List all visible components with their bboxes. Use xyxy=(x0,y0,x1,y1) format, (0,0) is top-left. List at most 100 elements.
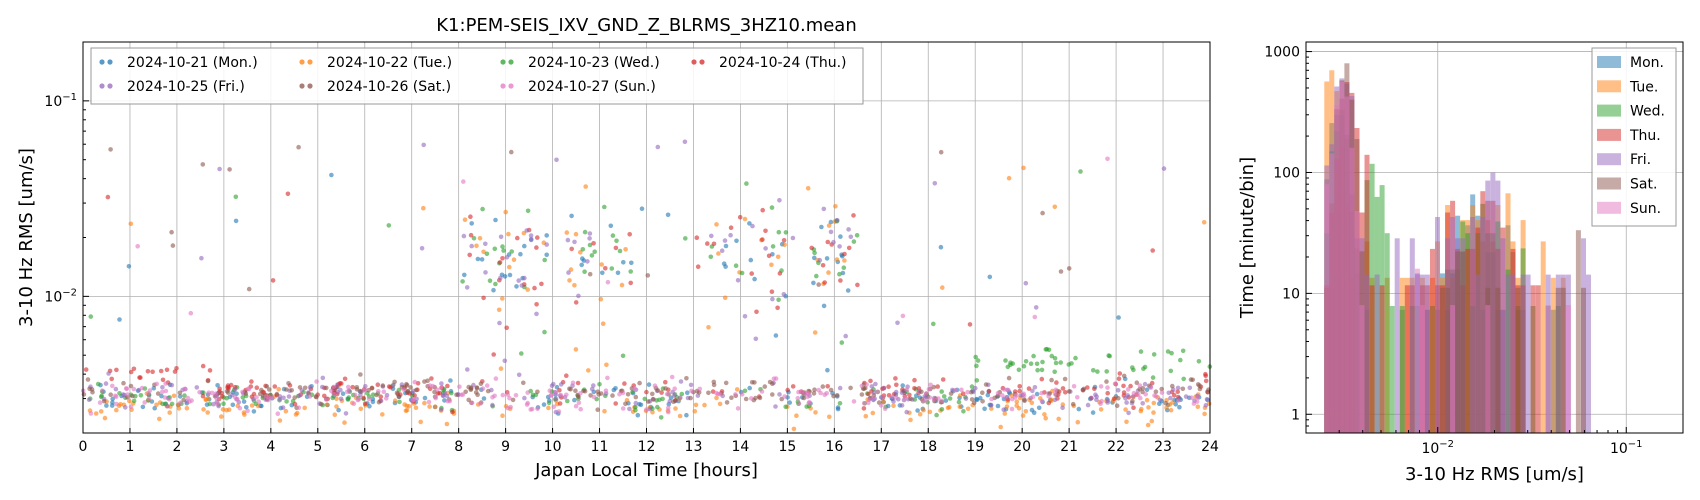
data-point xyxy=(335,382,340,388)
data-point xyxy=(866,391,871,397)
data-point xyxy=(293,412,299,417)
data-point xyxy=(497,260,503,265)
data-point xyxy=(1092,386,1097,392)
data-point xyxy=(1191,401,1197,406)
data-point xyxy=(199,255,204,261)
data-point xyxy=(1031,353,1036,359)
data-point xyxy=(728,225,734,230)
data-point xyxy=(478,381,484,387)
data-point xyxy=(985,392,991,398)
data-point xyxy=(396,394,402,400)
legend-label: 2024-10-22 (Tue.) xyxy=(327,55,452,71)
data-point xyxy=(737,214,743,220)
histogram-bar xyxy=(1460,251,1466,433)
data-point xyxy=(331,391,337,397)
data-point xyxy=(633,407,638,413)
data-point xyxy=(827,414,832,420)
data-point xyxy=(1124,400,1129,405)
data-point xyxy=(975,358,981,363)
legend-marker xyxy=(500,59,506,65)
data-point xyxy=(1176,394,1181,400)
data-point xyxy=(215,383,220,388)
data-point xyxy=(358,389,363,394)
data-point xyxy=(314,394,319,400)
data-point xyxy=(501,248,506,253)
legend-marker xyxy=(508,83,514,89)
data-point xyxy=(181,397,186,403)
data-point xyxy=(837,244,842,249)
data-point xyxy=(974,363,979,369)
data-point xyxy=(274,391,280,397)
x-tick-label: 23 xyxy=(1154,439,1172,455)
data-point xyxy=(749,271,754,276)
data-point xyxy=(851,399,857,404)
data-point xyxy=(478,401,483,406)
data-point xyxy=(542,329,547,335)
data-point xyxy=(959,387,964,393)
data-point xyxy=(714,222,719,227)
data-point xyxy=(591,394,597,400)
hist-legend-item: Tue. xyxy=(1597,79,1658,95)
data-point xyxy=(1056,416,1061,422)
data-point xyxy=(448,378,453,383)
data-point xyxy=(760,207,765,213)
data-point xyxy=(1104,369,1109,374)
data-point xyxy=(971,400,977,406)
data-point xyxy=(679,391,685,397)
legend-marker xyxy=(299,59,305,65)
histogram-bar xyxy=(1379,285,1385,433)
data-point xyxy=(1033,305,1039,310)
data-point xyxy=(628,280,633,286)
data-point xyxy=(546,400,552,406)
data-point xyxy=(1159,386,1164,392)
data-point xyxy=(816,282,821,287)
data-point xyxy=(1081,386,1087,392)
data-point xyxy=(296,405,302,411)
data-point xyxy=(1203,378,1209,384)
data-point xyxy=(519,283,525,288)
data-point xyxy=(469,221,475,226)
data-point xyxy=(329,172,334,178)
data-point xyxy=(591,241,596,246)
data-point xyxy=(237,405,243,411)
data-point xyxy=(468,214,473,219)
data-point xyxy=(1006,175,1012,181)
data-point xyxy=(646,382,652,387)
data-point xyxy=(834,257,840,262)
data-point xyxy=(902,396,908,401)
data-point xyxy=(564,230,570,235)
data-point xyxy=(292,395,298,400)
data-point xyxy=(510,397,516,403)
data-point xyxy=(1125,387,1131,392)
data-point xyxy=(544,233,549,238)
data-point xyxy=(110,396,115,402)
data-point xyxy=(947,396,953,401)
data-point xyxy=(1175,389,1180,395)
data-point xyxy=(127,398,132,404)
hist-legend-item: Mon. xyxy=(1597,55,1664,71)
data-point xyxy=(578,406,583,412)
data-point xyxy=(733,263,739,269)
data-point xyxy=(1121,383,1126,389)
data-point xyxy=(498,234,504,240)
data-point xyxy=(108,147,113,152)
data-point xyxy=(414,387,419,393)
data-point xyxy=(604,362,609,368)
data-point xyxy=(826,223,832,228)
histogram-bar xyxy=(1525,274,1531,433)
data-point xyxy=(184,406,190,411)
data-point xyxy=(160,377,166,383)
data-point xyxy=(969,397,975,402)
scatter-legend: 2024-10-21 (Mon.) 2024-10-22 (Tue.) 2024-1… xyxy=(90,47,864,105)
data-point xyxy=(825,239,831,245)
data-point xyxy=(491,287,496,293)
x-tick-label: 7 xyxy=(407,439,416,455)
data-point xyxy=(484,383,490,388)
y-axis-label: 3-10 Hz RMS [um/s] xyxy=(16,148,37,327)
data-point xyxy=(693,402,699,408)
data-point xyxy=(483,241,488,247)
data-point xyxy=(989,406,994,411)
histogram-bar xyxy=(1389,306,1395,433)
hist-legend-item: Fri. xyxy=(1597,152,1651,168)
data-point xyxy=(1070,401,1076,407)
